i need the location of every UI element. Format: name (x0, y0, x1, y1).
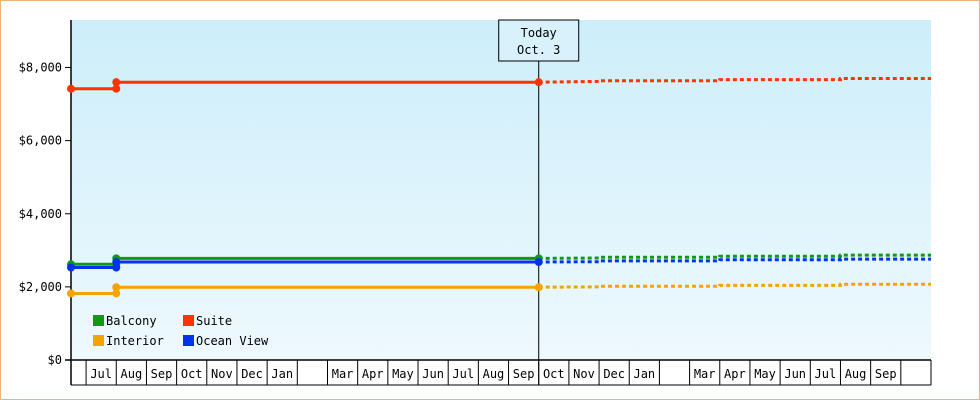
today-marker: Today Oct. 3 (498, 19, 580, 385)
series-interior-point (112, 283, 121, 292)
y-tick-label: $6,000 (19, 134, 62, 148)
x-month-label: Aug (483, 367, 505, 381)
series-suite-point (534, 78, 543, 87)
legend-label-interior: Interior (106, 334, 164, 348)
series-ocean-view-point (534, 258, 543, 267)
series-ocean-view-point (112, 258, 121, 267)
x-month-label: Aug (121, 367, 143, 381)
series-ocean-view-forecast (538, 257, 931, 264)
y-tick-label: $4,000 (19, 207, 62, 221)
x-month-label: Sep (151, 367, 173, 381)
x-month-label: Jul (90, 367, 112, 381)
x-month-label: Apr (724, 367, 746, 381)
series-interior-point (534, 283, 543, 292)
series-suite-point (67, 84, 75, 93)
series-suite-forecast (538, 77, 931, 84)
x-month-label: Sep (513, 367, 535, 381)
legend-label-ocean-view: Ocean View (196, 334, 269, 348)
x-month-label: Jan (633, 367, 655, 381)
x-month-label: Oct (543, 367, 565, 381)
today-date: Oct. 3 (517, 43, 560, 57)
legend-label-suite: Suite (196, 314, 232, 328)
legend-swatch-interior (93, 335, 104, 346)
plot-background (71, 20, 931, 360)
x-month-label: May (392, 367, 414, 381)
x-month-label: Dec (241, 367, 263, 381)
x-month-label: Nov (211, 367, 233, 381)
x-month-label: Apr (362, 367, 384, 381)
series-layer (67, 77, 931, 298)
x-month-label: Jun (784, 367, 806, 381)
legend-swatch-suite (183, 315, 194, 326)
x-month-label: Jul (452, 367, 474, 381)
today-callout-box (498, 19, 580, 62)
x-month-label: Jun (422, 367, 444, 381)
x-month-label: Jan (271, 367, 293, 381)
series-interior-point (112, 289, 121, 298)
series-suite-point (112, 78, 121, 87)
series-suite-point (112, 84, 121, 93)
x-month-label: Mar (694, 367, 716, 381)
series-balcony-forecast (538, 253, 931, 260)
legend-label-balcony: Balcony (106, 314, 157, 328)
x-month-label: Mar (332, 367, 354, 381)
x-month-label: Jul (815, 367, 837, 381)
x-month-label: Nov (573, 367, 595, 381)
legend-swatch-ocean-view (183, 335, 194, 346)
x-month-label: Oct (181, 367, 203, 381)
x-axis: Jul Aug Sep Oct Nov Dec Jan Mar Apr May Jun Jul Aug S… (71, 360, 932, 386)
legend-swatch-balcony (93, 315, 104, 326)
series-interior-forecast (538, 282, 931, 289)
series-interior-point (67, 289, 75, 298)
y-axis: $0 $2,000 $4,000 $6,000 $8,000 (19, 20, 931, 385)
x-month-label: Sep (875, 367, 897, 381)
series-ocean-view-point (67, 263, 75, 272)
series-ocean-view-point (112, 263, 121, 272)
today-label: Today (521, 26, 557, 40)
y-tick-label: $0 (48, 353, 62, 367)
y-tick-label: $2,000 (19, 280, 62, 294)
legend: Balcony Suite Interior Ocean View (93, 314, 269, 348)
x-month-label: Aug (845, 367, 867, 381)
y-tick-label: $8,000 (19, 61, 62, 75)
x-month-label: May (754, 367, 776, 381)
x-month-label: Dec (603, 367, 625, 381)
